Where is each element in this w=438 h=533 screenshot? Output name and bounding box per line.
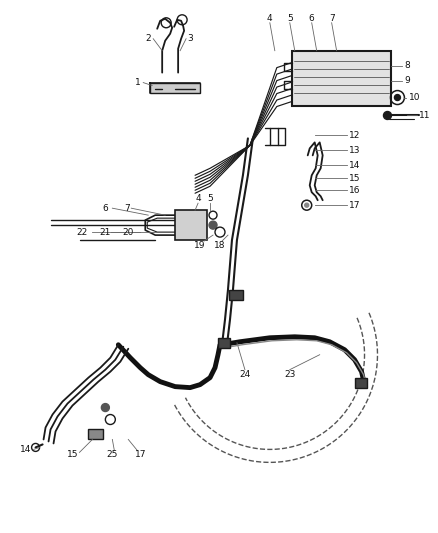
Text: 5: 5 bbox=[207, 193, 213, 203]
Text: 13: 13 bbox=[349, 146, 360, 155]
Text: 20: 20 bbox=[123, 228, 134, 237]
Text: 5: 5 bbox=[287, 14, 293, 23]
Text: 18: 18 bbox=[214, 240, 226, 249]
FancyBboxPatch shape bbox=[175, 210, 207, 240]
Text: 22: 22 bbox=[77, 228, 88, 237]
Text: 14: 14 bbox=[20, 445, 31, 454]
Text: 17: 17 bbox=[349, 201, 360, 209]
Text: 4: 4 bbox=[267, 14, 272, 23]
Text: 3: 3 bbox=[187, 34, 193, 43]
Text: 8: 8 bbox=[405, 61, 410, 70]
Text: 10: 10 bbox=[409, 93, 420, 102]
FancyBboxPatch shape bbox=[355, 378, 367, 387]
Circle shape bbox=[209, 221, 217, 229]
Text: 23: 23 bbox=[284, 370, 296, 379]
Circle shape bbox=[305, 203, 309, 207]
Text: 4: 4 bbox=[195, 193, 201, 203]
Text: 14: 14 bbox=[349, 161, 360, 170]
Circle shape bbox=[395, 94, 400, 101]
Text: 24: 24 bbox=[239, 370, 251, 379]
Text: 7: 7 bbox=[124, 204, 130, 213]
FancyBboxPatch shape bbox=[292, 51, 392, 106]
Text: 15: 15 bbox=[67, 450, 78, 459]
Text: 6: 6 bbox=[102, 204, 108, 213]
Text: 11: 11 bbox=[419, 111, 430, 120]
FancyBboxPatch shape bbox=[218, 338, 230, 348]
Circle shape bbox=[101, 403, 110, 411]
Text: 7: 7 bbox=[329, 14, 335, 23]
Text: 12: 12 bbox=[349, 131, 360, 140]
Text: 1: 1 bbox=[135, 78, 141, 87]
Text: 25: 25 bbox=[106, 450, 118, 459]
Text: 15: 15 bbox=[349, 174, 360, 183]
Text: 19: 19 bbox=[194, 240, 206, 249]
Text: 9: 9 bbox=[405, 76, 410, 85]
Text: 6: 6 bbox=[309, 14, 314, 23]
FancyBboxPatch shape bbox=[88, 430, 103, 439]
Text: 17: 17 bbox=[134, 450, 146, 459]
FancyBboxPatch shape bbox=[150, 83, 200, 93]
FancyBboxPatch shape bbox=[229, 290, 243, 300]
Circle shape bbox=[384, 111, 392, 119]
Text: 2: 2 bbox=[145, 34, 151, 43]
Text: 21: 21 bbox=[100, 228, 111, 237]
Text: 16: 16 bbox=[349, 185, 360, 195]
